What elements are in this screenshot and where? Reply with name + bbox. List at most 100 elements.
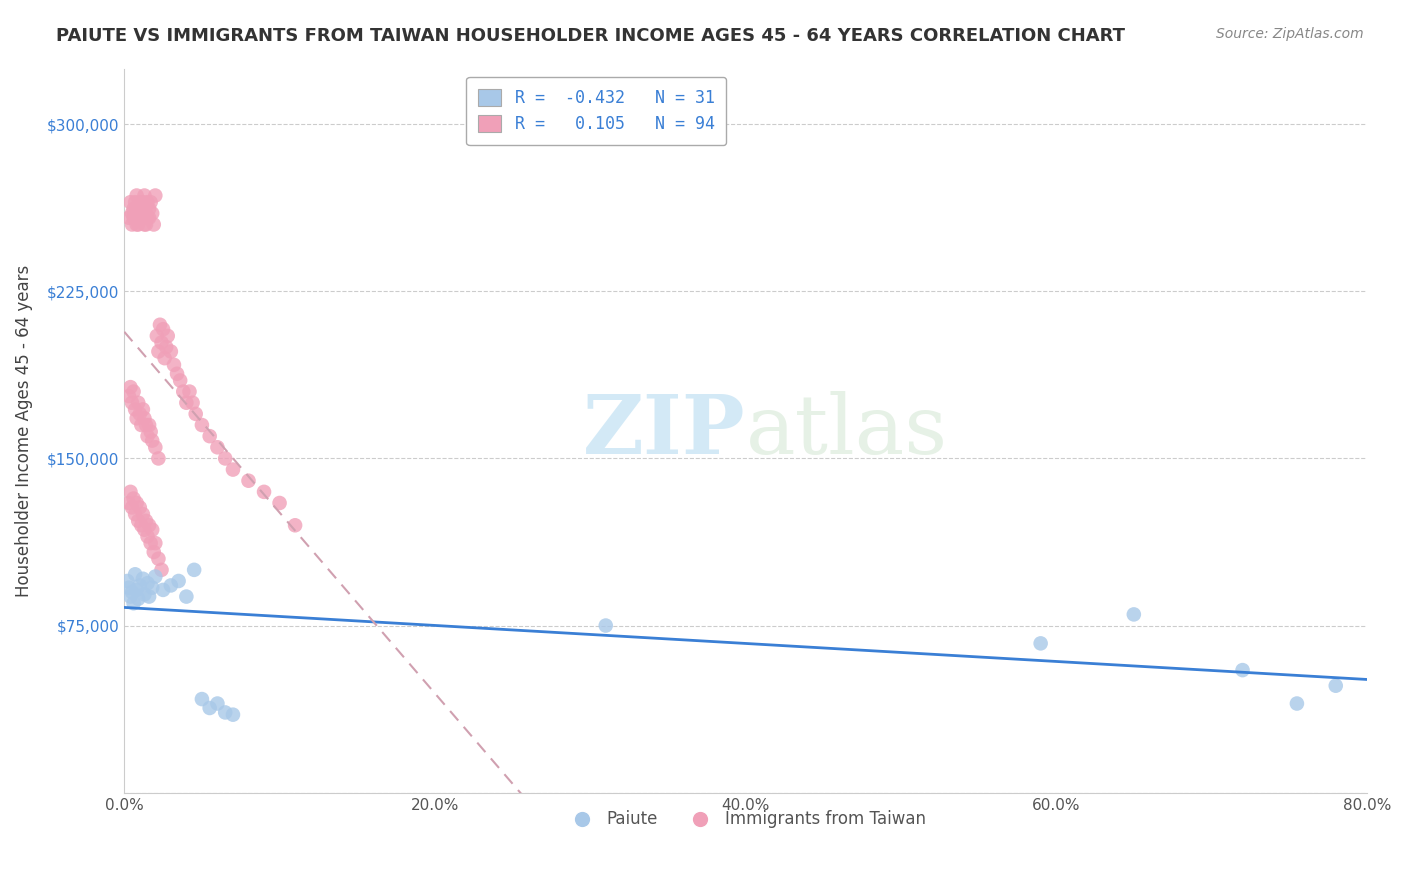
Point	[136, 195, 159, 210]
Point	[118, 581, 141, 595]
Point	[122, 211, 145, 225]
Point	[214, 706, 236, 720]
Point	[143, 536, 166, 550]
Point	[138, 518, 160, 533]
Point	[183, 563, 205, 577]
Point	[121, 585, 143, 599]
Point	[141, 581, 163, 595]
Point	[136, 429, 159, 443]
Point	[135, 206, 157, 220]
Point	[128, 500, 150, 515]
Point	[1324, 679, 1347, 693]
Point	[127, 514, 149, 528]
Point	[142, 545, 165, 559]
Point	[120, 195, 142, 210]
Point	[253, 484, 276, 499]
Point	[131, 211, 153, 225]
Point	[127, 591, 149, 606]
Point	[184, 407, 207, 421]
Text: ZIP: ZIP	[583, 391, 745, 471]
Point	[132, 507, 155, 521]
Point	[120, 380, 142, 394]
Point	[124, 206, 146, 220]
Point	[149, 318, 172, 332]
Point	[132, 206, 155, 220]
Point	[141, 523, 163, 537]
Point	[128, 578, 150, 592]
Point	[132, 402, 155, 417]
Point	[138, 202, 160, 216]
Point	[139, 536, 162, 550]
Point	[143, 188, 166, 202]
Point	[1029, 636, 1052, 650]
Point	[127, 218, 149, 232]
Point	[138, 211, 160, 225]
Point	[134, 587, 156, 601]
Point	[160, 344, 183, 359]
Point	[121, 206, 143, 220]
Point	[136, 529, 159, 543]
Point	[128, 407, 150, 421]
Point	[153, 351, 176, 366]
Point	[169, 374, 191, 388]
Point	[595, 618, 617, 632]
Point	[118, 496, 141, 510]
Point	[121, 218, 143, 232]
Point	[198, 429, 221, 443]
Point	[120, 484, 142, 499]
Point	[136, 576, 159, 591]
Point	[152, 322, 174, 336]
Point	[155, 340, 177, 354]
Point	[134, 523, 156, 537]
Point	[125, 411, 148, 425]
Point	[150, 335, 173, 350]
Point	[131, 518, 153, 533]
Point	[176, 590, 198, 604]
Point	[132, 195, 155, 210]
Point	[191, 692, 214, 706]
Text: Source: ZipAtlas.com: Source: ZipAtlas.com	[1216, 27, 1364, 41]
Point	[117, 574, 139, 588]
Point	[122, 596, 145, 610]
Point	[222, 462, 245, 476]
Point	[122, 202, 145, 216]
Point	[121, 500, 143, 515]
Point	[131, 202, 153, 216]
Point	[139, 195, 162, 210]
Point	[152, 582, 174, 597]
Point	[143, 569, 166, 583]
Point	[131, 417, 153, 432]
Text: atlas: atlas	[745, 391, 948, 471]
Point	[128, 211, 150, 225]
Point	[143, 440, 166, 454]
Point	[138, 590, 160, 604]
Point	[284, 518, 307, 533]
Point	[121, 395, 143, 409]
Point	[125, 496, 148, 510]
Point	[118, 389, 141, 403]
Point	[135, 218, 157, 232]
Legend: Paiute, Immigrants from Taiwan: Paiute, Immigrants from Taiwan	[558, 804, 932, 835]
Point	[222, 707, 245, 722]
Point	[1232, 663, 1254, 677]
Point	[122, 384, 145, 399]
Point	[136, 211, 159, 225]
Point	[134, 188, 156, 202]
Point	[138, 417, 160, 432]
Point	[148, 344, 170, 359]
Point	[124, 507, 146, 521]
Point	[172, 384, 194, 399]
Point	[167, 574, 190, 588]
Point	[125, 218, 148, 232]
Point	[141, 434, 163, 448]
Point	[135, 514, 157, 528]
Point	[124, 567, 146, 582]
Point	[122, 491, 145, 506]
Point	[146, 329, 169, 343]
Point	[127, 395, 149, 409]
Point	[198, 701, 221, 715]
Y-axis label: Householder Income Ages 45 - 64 years: Householder Income Ages 45 - 64 years	[15, 264, 32, 597]
Point	[1285, 697, 1308, 711]
Point	[148, 451, 170, 466]
Point	[132, 572, 155, 586]
